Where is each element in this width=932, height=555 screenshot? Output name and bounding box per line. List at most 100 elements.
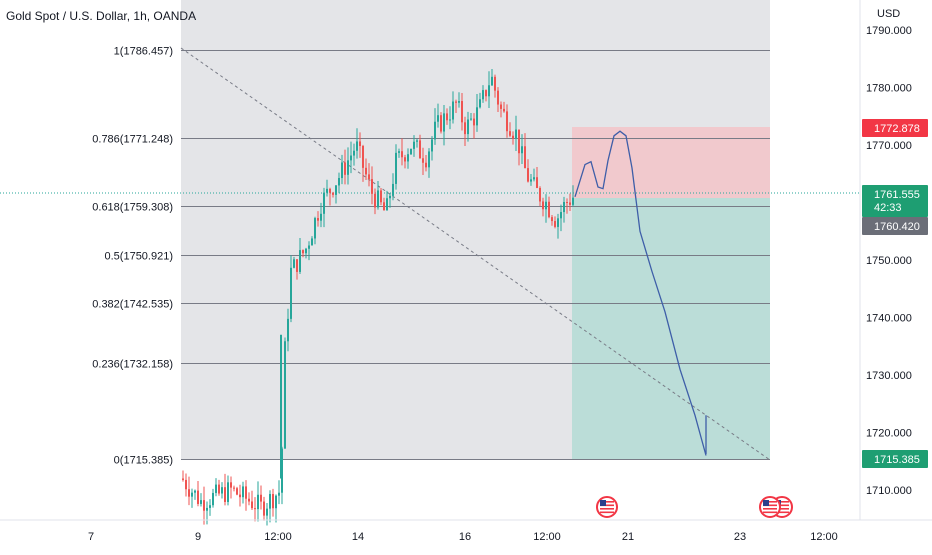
price-tick-label: 1770.000 (866, 140, 912, 152)
us-flag-event-icon[interactable] (759, 496, 781, 518)
candle-body (569, 202, 571, 205)
candle-body (257, 494, 259, 510)
candle-body (236, 488, 238, 495)
candle-body (290, 267, 292, 319)
candle-body (536, 177, 538, 188)
candle-body (263, 501, 265, 516)
candle-body (224, 487, 226, 502)
candle-body (284, 341, 286, 449)
candle-body (380, 190, 382, 203)
price-axis[interactable]: USD1790.0001780.0001770.0001760.0001750.… (866, 8, 912, 497)
candle-body (464, 122, 466, 135)
fib-level-label: 0(1715.385) (114, 455, 173, 467)
candle-body (521, 146, 523, 154)
candle-body (329, 188, 331, 193)
candle-body (248, 498, 250, 502)
candle-body (539, 187, 541, 202)
last-price-text: 1761.555 (874, 189, 920, 201)
candle-body (251, 501, 253, 509)
candle-body (280, 334, 282, 479)
time-tick-label: 14 (352, 531, 364, 543)
projection-path[interactable] (574, 130, 707, 456)
countdown-text: 42:33 (874, 202, 902, 214)
candle-body (446, 113, 448, 121)
candle-body (197, 490, 199, 504)
candle-body (278, 492, 280, 496)
candle-body (398, 151, 400, 153)
stop-loss-zone[interactable] (572, 127, 770, 198)
candle-body (506, 111, 508, 132)
entry-level-badge (862, 217, 928, 235)
candle-body (461, 101, 463, 123)
candle-body (407, 154, 409, 162)
candle-body (458, 101, 460, 103)
candle-body (194, 490, 196, 493)
candle-body (368, 174, 370, 180)
candle-body (482, 90, 484, 100)
candle-body (563, 201, 565, 213)
candle-body (227, 482, 229, 502)
stop-level-text: 1772.878 (874, 123, 920, 135)
candle-body (272, 494, 274, 509)
candle-body (341, 162, 343, 179)
candle-body (443, 113, 445, 132)
fib-level-label: 1(1786.457) (114, 46, 173, 58)
candle-body (503, 108, 505, 112)
symbol-title: Gold Spot / U.S. Dollar, 1h, OANDA (6, 9, 197, 23)
candle-body (386, 198, 388, 211)
fib-level-label: 0.5(1750.921) (105, 251, 174, 263)
candle-body (359, 141, 361, 146)
candle-body (305, 248, 307, 254)
time-tick-label: 21 (622, 531, 634, 543)
candle-body (314, 218, 316, 239)
us-flag-event-icon[interactable] (596, 496, 618, 518)
time-tick-label: 12:00 (264, 531, 292, 543)
candle-body (389, 195, 391, 199)
candle-body (512, 135, 514, 139)
time-tick-label: 7 (88, 531, 94, 543)
candle-body (440, 115, 442, 132)
candle-body (218, 484, 220, 494)
target-level-badge (862, 450, 928, 468)
candle-body (425, 162, 427, 168)
candle-body (560, 212, 562, 219)
time-tick-label: 12:00 (810, 531, 838, 543)
take-profit-zone[interactable] (572, 198, 770, 460)
candle-body (335, 185, 337, 195)
time-tick-label: 12:00 (533, 531, 561, 543)
candle-body (332, 192, 334, 195)
candle-body (308, 245, 310, 249)
time-axis[interactable]: 7 9 12:00 14 16 12:00 21 23 12:00 (88, 531, 838, 543)
candle-body (185, 479, 187, 490)
candle-body (299, 250, 301, 272)
candle-body (392, 183, 394, 196)
candle-body (269, 494, 271, 509)
event-flags[interactable] (596, 496, 793, 518)
candle-body (326, 188, 328, 193)
candle-body (497, 90, 499, 105)
time-tick-label: 9 (195, 531, 201, 543)
candle-body (530, 179, 532, 182)
candle-body (293, 259, 295, 268)
candle-body (467, 119, 469, 135)
candle-body (182, 478, 184, 480)
candles-group[interactable] (182, 69, 707, 526)
candle-body (377, 190, 379, 208)
candle-body (311, 238, 313, 246)
price-tick-label: 1720.000 (866, 428, 912, 440)
fib-level-label: 0.618(1759.308) (92, 202, 173, 214)
candle-body (419, 140, 421, 159)
price-tick-label: 1710.000 (866, 485, 912, 497)
candle-body (485, 90, 487, 97)
candle-body (515, 129, 517, 139)
candle-body (254, 508, 256, 510)
candle-body (413, 141, 415, 149)
entry-level-text: 1760.420 (874, 221, 920, 233)
candle-body (416, 140, 418, 142)
candle-body (500, 104, 502, 109)
candle-body (545, 201, 547, 210)
candle-body (476, 107, 478, 126)
